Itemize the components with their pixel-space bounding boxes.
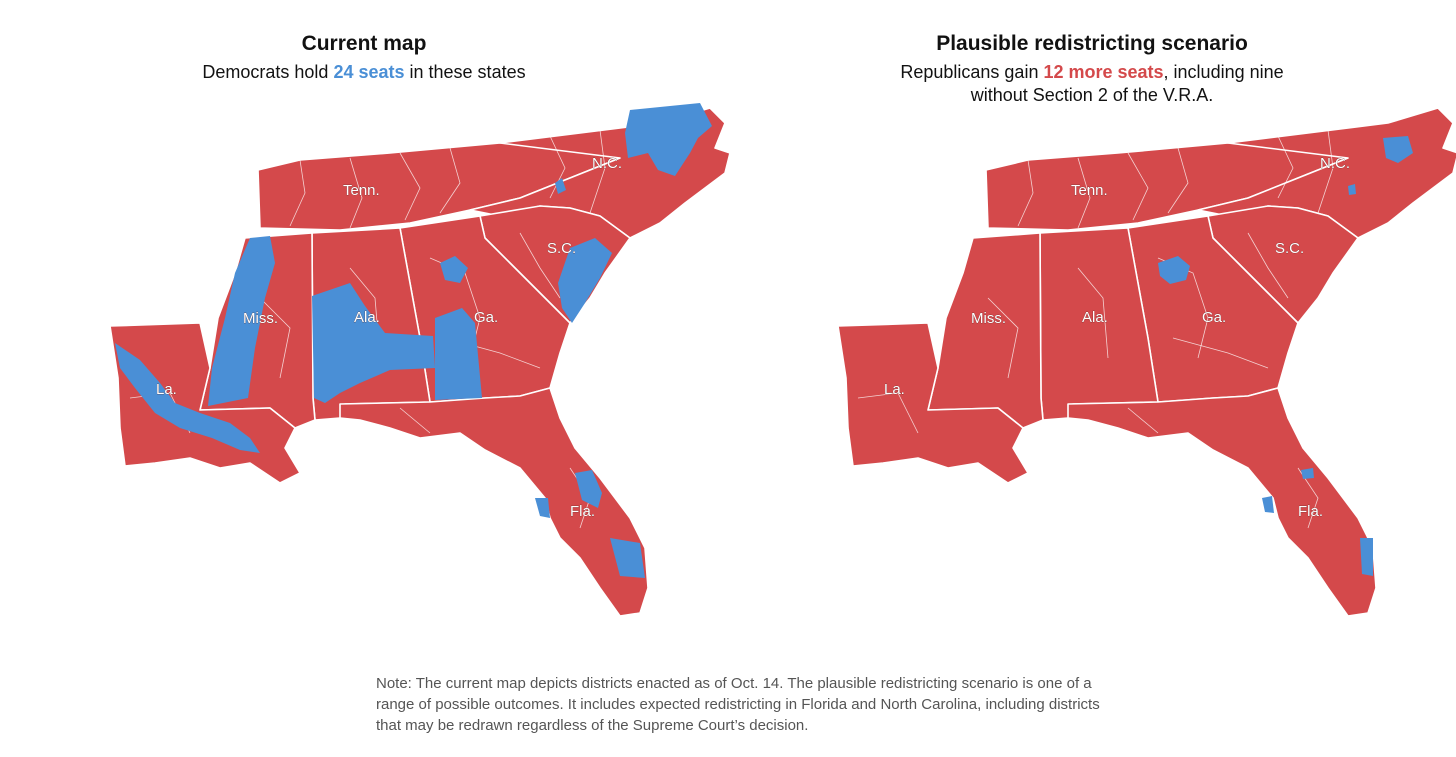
democratic-districts xyxy=(1158,136,1413,576)
subtitle-text: Republicans gain xyxy=(900,62,1044,82)
state-louisiana xyxy=(837,322,1029,484)
state-label-ga: Ga. xyxy=(1202,309,1226,326)
state-florida xyxy=(339,387,649,617)
current-map-title: Current map xyxy=(301,32,427,55)
democrat-seat-count: 24 seats xyxy=(333,62,405,82)
state-label-sc: S.C. xyxy=(547,240,576,257)
scenario-map-subtitle: Republicans gain 12 more seats, includin… xyxy=(728,61,1456,107)
subtitle-line-2: without Section 2 of the V.R.A. xyxy=(970,85,1214,105)
scenario-map-title: Plausible redistricting scenario xyxy=(936,32,1248,55)
democratic-district xyxy=(535,498,550,518)
democratic-districts xyxy=(115,103,712,578)
state-label-ms: Miss. xyxy=(971,310,1006,327)
states-layer xyxy=(837,107,1456,617)
state-label-la: La. xyxy=(156,381,177,398)
state-label-al: Ala. xyxy=(1082,309,1108,326)
state-label-nc: N.C. xyxy=(592,155,622,172)
scenario-map: N.C. Tenn. S.C. Miss. Ala. Ga. La. Fla. xyxy=(837,107,1456,617)
state-labels: N.C. Tenn. S.C. Miss. Ala. Ga. La. Fla. xyxy=(884,155,1350,520)
subtitle-text: in these states xyxy=(404,62,526,82)
current-map: N.C. Tenn. S.C. Miss. Ala. Ga. La. Fla. xyxy=(109,103,731,617)
democratic-district xyxy=(435,308,482,400)
republican-seat-gain: 12 more seats xyxy=(1043,62,1164,82)
democratic-district xyxy=(555,178,566,194)
democratic-district xyxy=(1301,468,1314,479)
democratic-district xyxy=(625,103,712,176)
state-labels: N.C. Tenn. S.C. Miss. Ala. Ga. La. Fla. xyxy=(156,155,622,520)
state-label-nc: N.C. xyxy=(1320,155,1350,172)
scenario-map-panel: Plausible redistricting scenario Republi… xyxy=(728,0,1456,660)
state-florida xyxy=(1067,387,1377,617)
subtitle-text: , including nine xyxy=(1163,62,1284,82)
democratic-district xyxy=(1158,256,1190,284)
state-label-ms: Miss. xyxy=(243,310,278,327)
state-label-fl: Fla. xyxy=(570,503,595,520)
state-label-al: Ala. xyxy=(354,309,380,326)
subtitle-text: Democrats hold xyxy=(202,62,334,82)
current-map-panel: Current map Democrats hold 24 seats in t… xyxy=(0,0,731,660)
democratic-district xyxy=(440,256,468,283)
democratic-district xyxy=(208,236,275,406)
current-map-subtitle: Democrats hold 24 seats in these states xyxy=(0,61,728,84)
democratic-district xyxy=(115,343,260,453)
democratic-district xyxy=(558,238,612,323)
state-label-fl: Fla. xyxy=(1298,503,1323,520)
state-label-tn: Tenn. xyxy=(343,182,380,199)
democratic-district xyxy=(1360,538,1373,576)
democratic-district xyxy=(575,470,602,508)
state-mississippi xyxy=(927,232,1044,429)
state-label-ga: Ga. xyxy=(474,309,498,326)
state-label-sc: S.C. xyxy=(1275,240,1304,257)
footnote: Note: The current map depicts districts … xyxy=(376,675,1100,734)
democratic-district xyxy=(1383,136,1413,163)
democratic-district xyxy=(312,283,435,403)
state-label-la: La. xyxy=(884,381,905,398)
democratic-district xyxy=(610,538,645,578)
democratic-district xyxy=(1262,496,1274,513)
democratic-district xyxy=(1348,184,1356,195)
state-label-tn: Tenn. xyxy=(1071,182,1108,199)
